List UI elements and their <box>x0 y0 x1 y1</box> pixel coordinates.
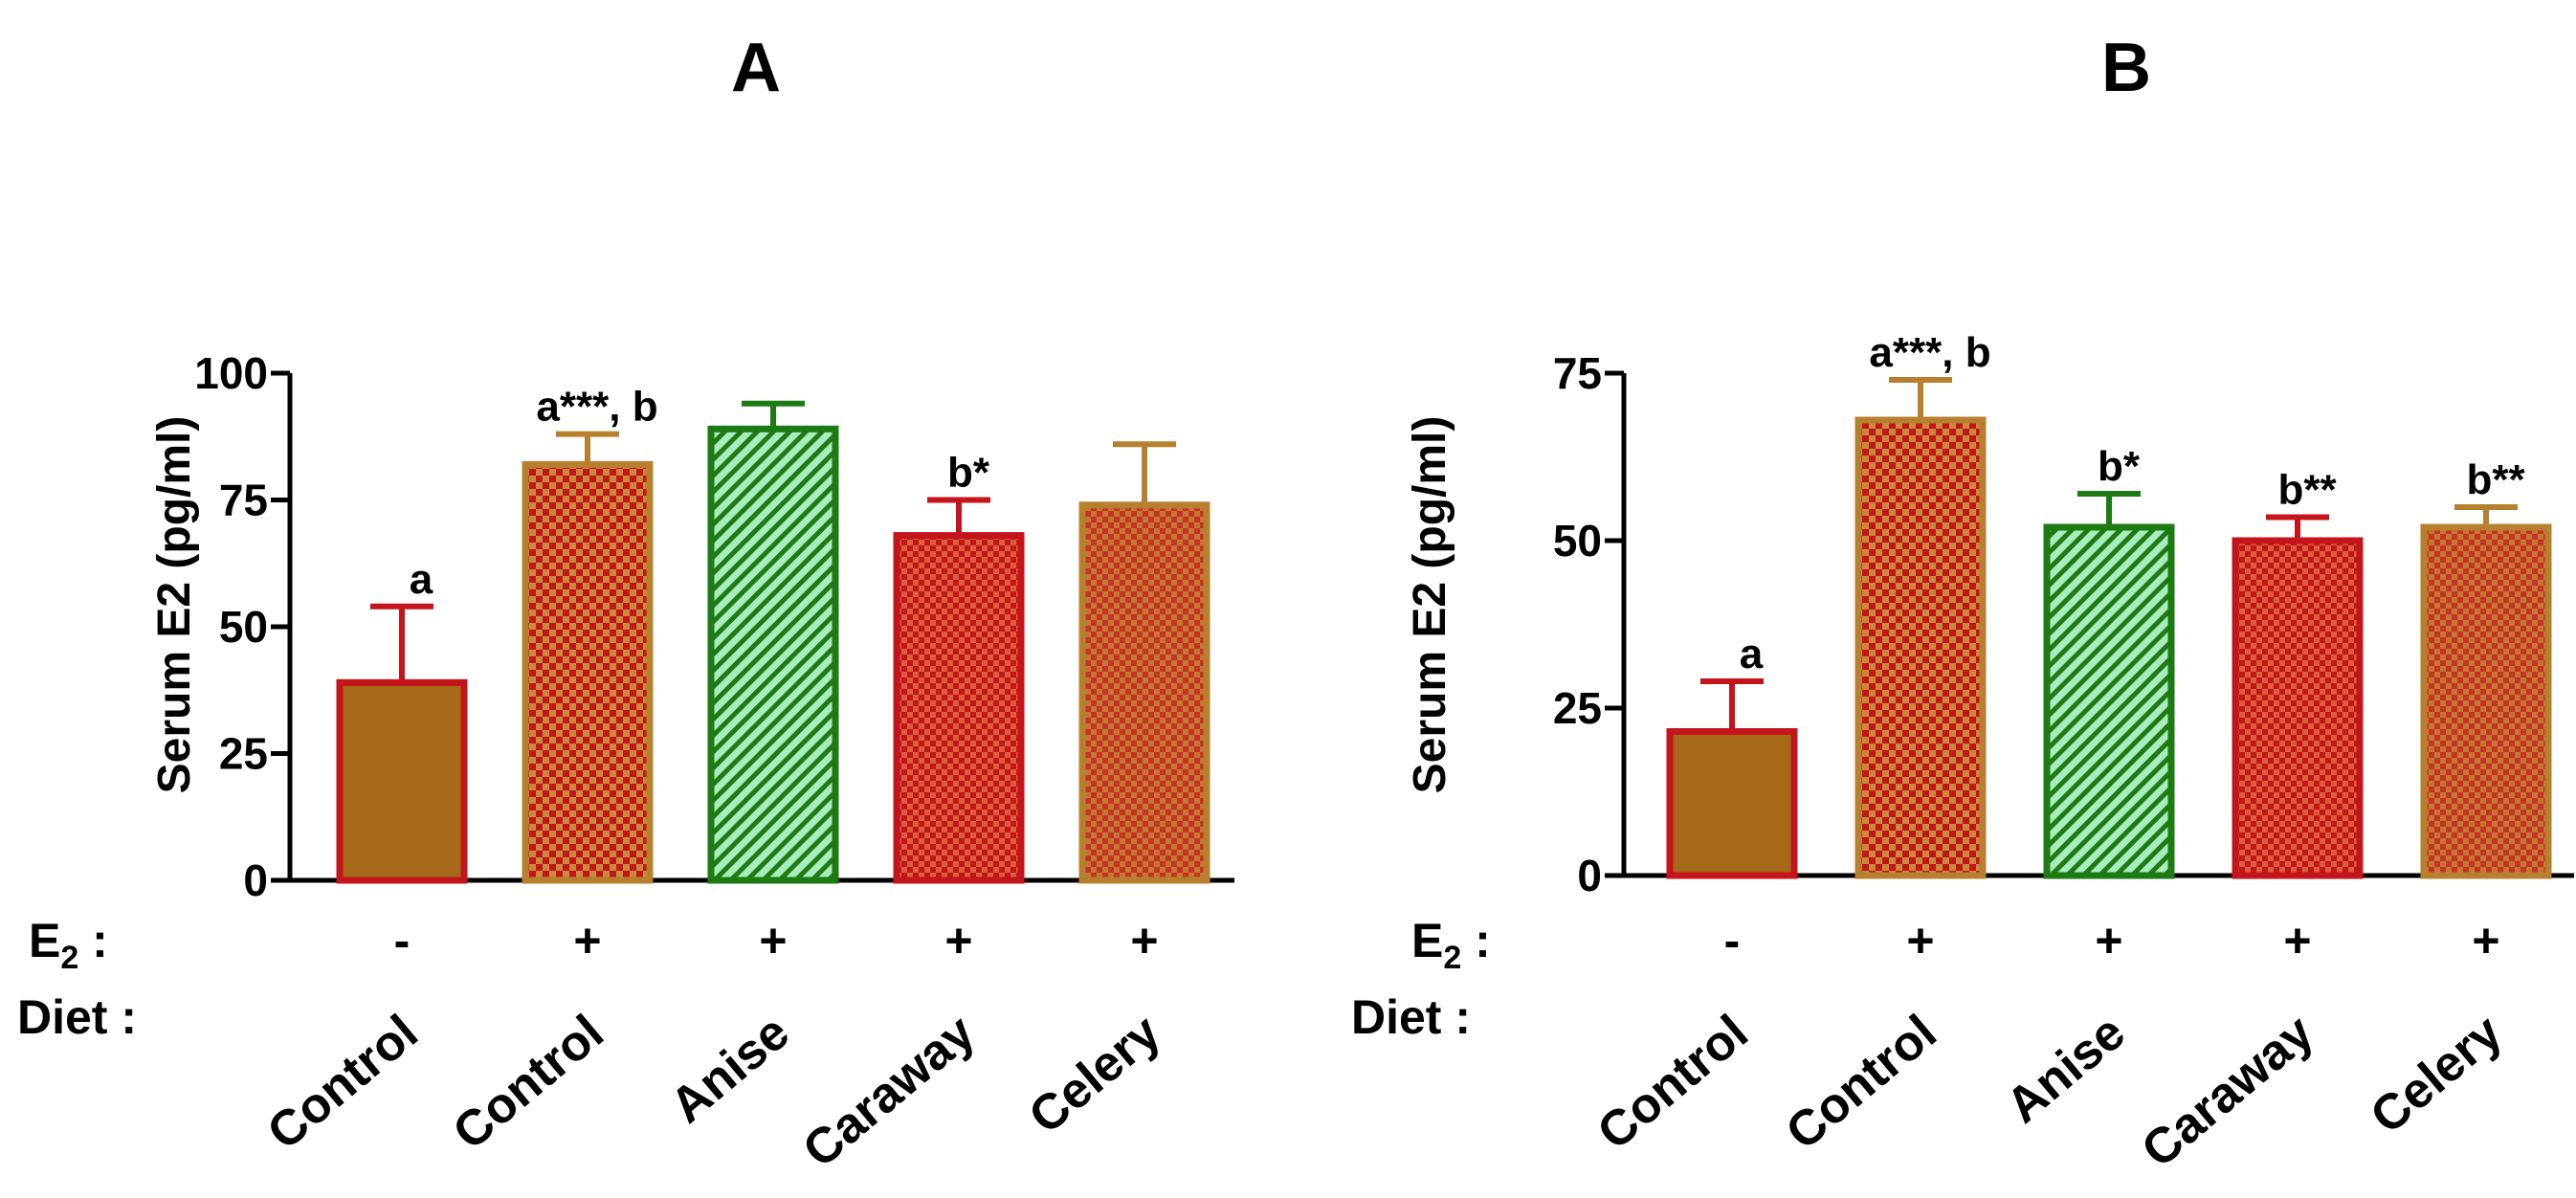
e2-sign: + <box>1130 914 1158 967</box>
y-tick-label: 75 <box>1553 348 1602 398</box>
e2-label-sub: 2 <box>1443 940 1461 976</box>
e2-label-main: E <box>29 914 60 967</box>
significance-label: b* <box>2098 443 2141 490</box>
e2-sign: + <box>759 914 787 967</box>
bar <box>2043 523 2175 879</box>
category-label: Control <box>1588 1005 1759 1161</box>
e2-sign: + <box>573 914 601 967</box>
significance-label: a***, b <box>1869 329 1990 376</box>
category-label: Control <box>1776 1005 1947 1161</box>
e2-sign: + <box>2095 914 2122 967</box>
y-tick-label: 25 <box>1553 683 1602 733</box>
svg-text:E2 :: E2 : <box>29 914 108 976</box>
y-tick-label: 75 <box>219 476 268 525</box>
e2-sign: - <box>1724 914 1741 967</box>
bar <box>1854 416 1987 879</box>
e2-sign: + <box>944 914 972 967</box>
significance-label: b** <box>2277 467 2337 514</box>
category-label: Anise <box>660 1005 800 1134</box>
category-label: Caraway <box>2132 1005 2324 1179</box>
e2-label-main: E <box>1411 914 1443 967</box>
category-label: Anise <box>1996 1005 2136 1134</box>
y-tick-label: 25 <box>219 729 268 779</box>
y-tick-label: 50 <box>1553 516 1602 566</box>
e2-row-label: E2 : <box>1411 914 1491 976</box>
bar <box>1078 501 1210 884</box>
y-tick-label: 50 <box>219 602 268 652</box>
category-label: Celery <box>2361 1005 2513 1145</box>
category-label: Control <box>443 1005 614 1161</box>
y-tick-label: 0 <box>1577 851 1602 900</box>
e2-sign: + <box>2283 914 2311 967</box>
diet-row-label: Diet : <box>1351 990 1471 1044</box>
e2-label-sub: 2 <box>60 940 78 976</box>
significance-label: b* <box>947 450 990 497</box>
e2-label-colon: : <box>1461 914 1491 967</box>
y-tick-label: 0 <box>243 855 268 905</box>
bar <box>522 460 654 884</box>
y-axis-label: Serum E2 (pg/ml) <box>149 416 200 794</box>
bar <box>2232 537 2364 879</box>
category-label: Control <box>257 1005 429 1161</box>
significance-label: a***, b <box>536 384 657 431</box>
e2-sign: + <box>1906 914 1934 967</box>
svg-text:E2 :: E2 : <box>1411 914 1491 976</box>
category-label: Celery <box>1019 1005 1171 1145</box>
e2-sign: + <box>2472 914 2499 967</box>
panel-a: A Serum E2 (pg/ml) E2 : Diet : 0 25 50 75 10… <box>17 30 1234 1179</box>
diet-row-label: Diet : <box>17 990 137 1044</box>
e2-row-label: E2 : <box>29 914 108 976</box>
significance-label: a <box>410 556 433 603</box>
panel-b: B Serum E2 (pg/ml) E2 : Diet : 0 25 50 75 a -… <box>1351 30 2574 1179</box>
panel-title: B <box>2101 30 2151 106</box>
e2-label-colon: : <box>78 914 108 967</box>
bar <box>336 678 468 884</box>
bar <box>1666 728 1798 879</box>
category-label: Caraway <box>793 1005 986 1179</box>
significance-label: a <box>1740 631 1764 677</box>
y-tick-label: 100 <box>194 348 268 398</box>
bar <box>893 532 1025 884</box>
bar <box>2420 523 2552 879</box>
bar <box>707 425 839 884</box>
significance-label: b** <box>2466 456 2525 503</box>
y-axis-label: Serum E2 (pg/ml) <box>1405 416 1455 794</box>
e2-sign: - <box>394 914 411 967</box>
panel-title: A <box>731 30 781 106</box>
